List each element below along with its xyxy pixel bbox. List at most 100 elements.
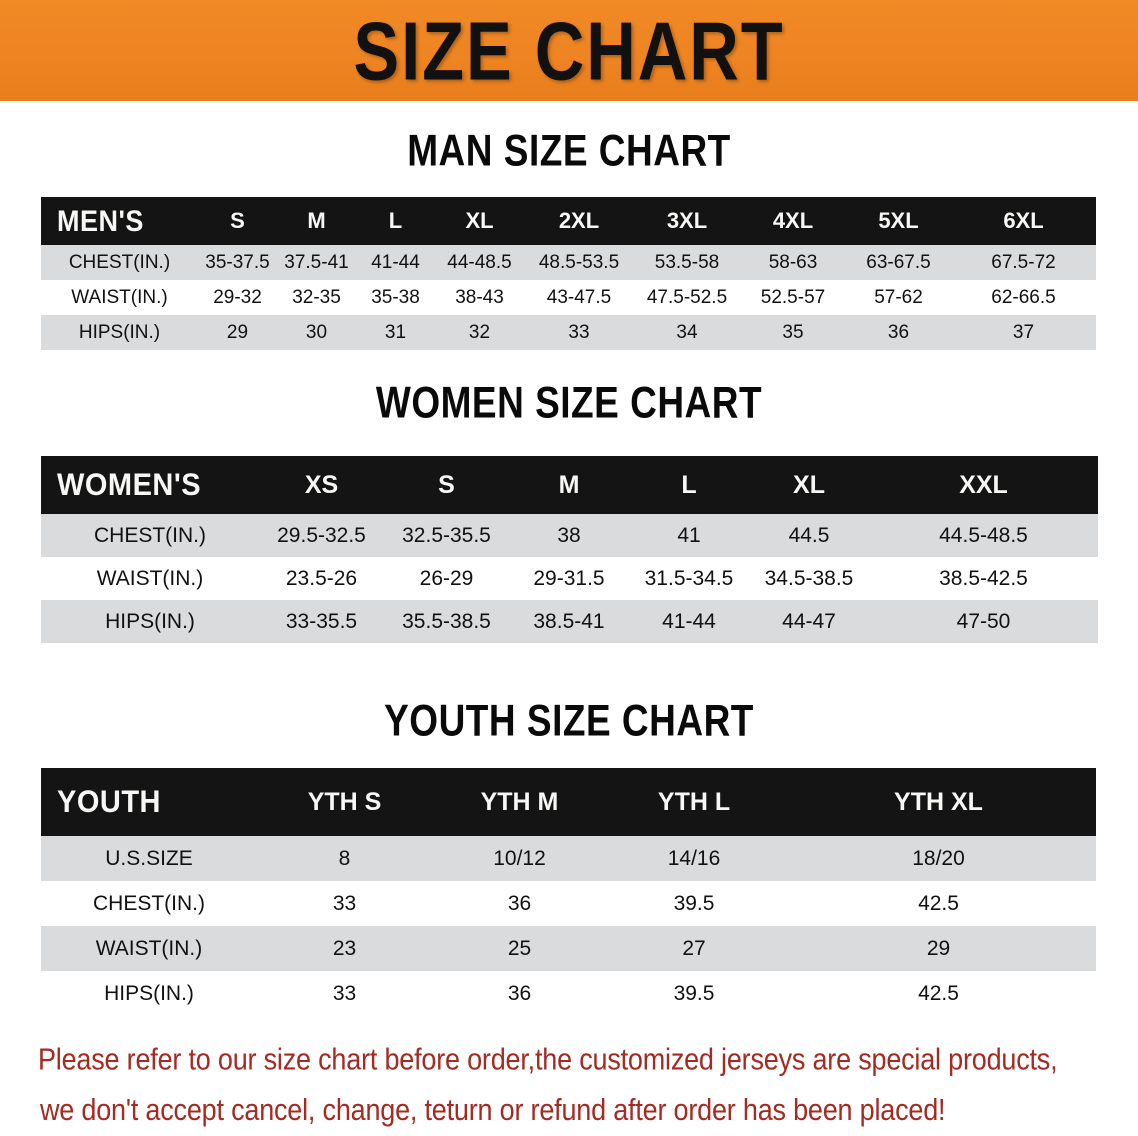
women-row-label-chest: CHEST(IN.) [94, 523, 206, 547]
table-cell: 38-43 [455, 286, 504, 308]
table-cell: 32.5-35.5 [402, 523, 491, 547]
table-cell: 58-63 [768, 251, 818, 273]
table-row: HIPS(IN.) 33-35.5 35.5-38.5 38.5-41 41-4… [41, 600, 1098, 643]
table-cell: 38.5-41 [533, 609, 605, 633]
table-cell: 29 [926, 936, 951, 960]
youth-row-label-ussize: U.S.SIZE [105, 846, 193, 870]
table-cell: 35-37.5 [205, 251, 270, 273]
table-row: WAIST(IN.) 23 25 27 29 [41, 926, 1096, 971]
table-cell: 39.5 [673, 981, 715, 1005]
table-cell: 44-47 [782, 609, 836, 633]
table-row: CHEST(IN.) 35-37.5 37.5-41 41-44 44-48.5… [41, 245, 1096, 280]
table-cell: 52.5-57 [760, 286, 826, 308]
table-cell: 23.5-26 [285, 566, 358, 590]
youth-table-header-row: YOUTH YTH S YTH M YTH L YTH XL [41, 768, 1096, 836]
table-cell: 38 [557, 523, 581, 547]
man-col-header-6xl: 6XL [1003, 208, 1044, 233]
man-row-label-chest: CHEST(IN.) [68, 251, 171, 273]
table-cell: 37.5-41 [284, 251, 349, 273]
man-col-header-3xl: 3XL [666, 208, 708, 233]
youth-col-header-m: YTH M [480, 787, 559, 816]
table-cell: 27 [682, 936, 706, 960]
table-cell: 25 [507, 936, 532, 960]
table-cell: 31 [384, 321, 407, 343]
women-col-header-xs: XS [304, 470, 339, 499]
table-cell: 53.5-58 [654, 251, 720, 273]
women-section-title: WOMEN SIZE CHART [375, 377, 763, 427]
table-cell: 35-38 [371, 286, 420, 308]
man-col-header-m: M [307, 208, 326, 233]
table-cell: 30 [305, 321, 328, 343]
table-cell: 67.5-72 [991, 251, 1056, 273]
disclaimer-text: Please refer to our size chart before or… [38, 1035, 1103, 1136]
table-cell: 8 [338, 846, 351, 870]
table-cell: 44-48.5 [447, 251, 512, 273]
banner-title: SIZE CHART [353, 4, 785, 97]
women-col-header-s: S [438, 470, 455, 499]
table-cell: 39.5 [673, 891, 715, 915]
table-cell: 23 [332, 936, 357, 960]
man-brand-label: MEN'S [57, 203, 144, 237]
man-row-label-waist: WAIST(IN.) [71, 286, 168, 308]
table-cell: 32 [468, 321, 491, 343]
youth-brand-label: YOUTH [57, 783, 161, 820]
table-cell: 33 [332, 981, 357, 1005]
table-cell: 36 [507, 981, 532, 1005]
women-row-label-hips: HIPS(IN.) [105, 609, 195, 633]
table-cell: 38.5-42.5 [939, 566, 1028, 590]
man-size-table: MEN'S S M L XL 2XL 3XL 4XL 5XL 6XL CHEST… [41, 197, 1096, 350]
table-cell: 41-44 [371, 251, 420, 273]
man-section-title: MAN SIZE CHART [407, 125, 731, 175]
youth-section-title: YOUTH SIZE CHART [384, 695, 754, 745]
table-cell: 31.5-34.5 [644, 566, 734, 590]
youth-size-table: YOUTH YTH S YTH M YTH L YTH XL U.S.SIZE … [41, 768, 1096, 1016]
table-row: HIPS(IN.) 29 30 31 32 33 34 35 36 37 [41, 315, 1096, 350]
table-cell: 35 [782, 321, 804, 343]
table-row: WAIST(IN.) 23.5-26 26-29 29-31.5 31.5-34… [41, 557, 1098, 600]
table-cell: 34.5-38.5 [764, 566, 854, 590]
table-cell: 18/20 [912, 846, 965, 870]
table-cell: 35.5-38.5 [402, 609, 491, 633]
table-cell: 62-66.5 [991, 286, 1056, 308]
women-table-header-row: WOMEN'S XS S M L XL XXL [41, 456, 1098, 514]
table-cell: 33 [568, 321, 590, 343]
table-cell: 33-35.5 [285, 609, 358, 633]
table-cell: 42.5 [918, 891, 959, 915]
women-row-label-waist: WAIST(IN.) [96, 566, 204, 590]
women-size-table: WOMEN'S XS S M L XL XXL CHEST(IN.) 29.5-… [41, 456, 1098, 643]
man-row-label-hips: HIPS(IN.) [78, 321, 161, 343]
table-cell: 44.5 [788, 523, 830, 547]
youth-col-header-xl: YTH XL [894, 787, 983, 816]
table-cell: 29 [226, 321, 249, 343]
table-cell: 34 [676, 321, 698, 343]
table-cell: 26-29 [419, 566, 474, 590]
youth-row-label-chest: CHEST(IN.) [93, 891, 205, 915]
man-col-header-4xl: 4XL [772, 208, 814, 233]
table-cell: 47-50 [956, 609, 1011, 633]
table-cell: 42.5 [918, 981, 959, 1005]
table-cell: 37 [1012, 321, 1035, 343]
table-cell: 41-44 [662, 609, 716, 633]
table-cell: 43-47.5 [546, 286, 612, 308]
man-col-header-5xl: 5XL [878, 208, 919, 233]
table-cell: 47.5-52.5 [646, 286, 728, 308]
table-row: HIPS(IN.) 33 36 39.5 42.5 [41, 971, 1096, 1016]
table-cell: 41 [677, 523, 701, 547]
women-brand-label: WOMEN'S [57, 466, 202, 503]
table-row: WAIST(IN.) 29-32 32-35 35-38 38-43 43-47… [41, 280, 1096, 315]
table-cell: 29-32 [213, 286, 262, 308]
table-cell: 29-31.5 [533, 566, 605, 590]
table-cell: 63-67.5 [866, 251, 931, 273]
table-cell: 32-35 [292, 286, 341, 308]
table-cell: 36 [507, 891, 532, 915]
table-row: CHEST(IN.) 33 36 39.5 42.5 [41, 881, 1096, 926]
disclaimer-line-1: Please refer to our size chart before or… [38, 1042, 1058, 1077]
man-col-header-s: S [230, 208, 245, 233]
youth-row-label-hips: HIPS(IN.) [104, 981, 194, 1005]
youth-col-header-l: YTH L [657, 787, 731, 816]
table-row: CHEST(IN.) 29.5-32.5 32.5-35.5 38 41 44.… [41, 514, 1098, 557]
disclaimer-line-2: we don't accept cancel, change, teturn o… [40, 1093, 946, 1127]
table-cell: 14/16 [667, 846, 721, 870]
table-row: U.S.SIZE 8 10/12 14/16 18/20 [41, 836, 1096, 881]
man-table-header-row: MEN'S S M L XL 2XL 3XL 4XL 5XL 6XL [41, 197, 1096, 245]
